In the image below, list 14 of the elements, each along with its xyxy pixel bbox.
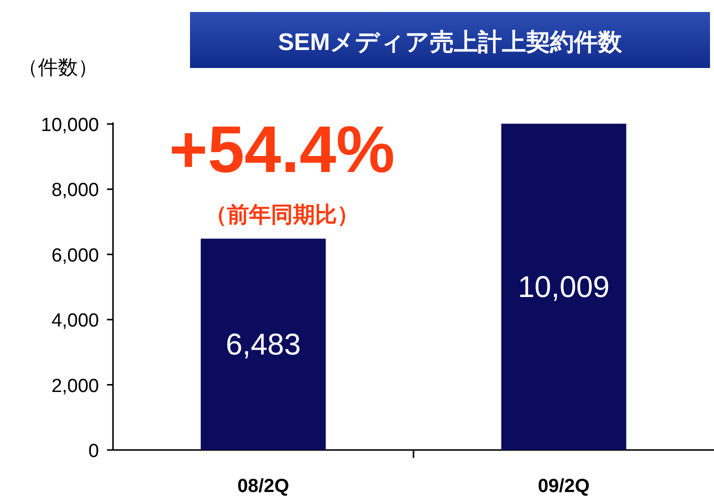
annotation: +54.4% [169,112,395,186]
y-axis-title: （件数） [18,57,98,79]
y-tick-label: 8,000 [51,180,99,202]
y-tick-label: 6,000 [51,245,99,266]
y-tick-label: 2,000 [51,376,99,397]
y-tick-label: 10,000 [40,115,99,136]
data-label: 10,009 [518,270,610,304]
data-label: 6,483 [226,328,301,362]
x-tick-label: 08/2Q [237,476,290,497]
y-tick-label: 0 [88,441,99,462]
y-tick-label: 4,000 [51,310,99,332]
chart-title: SEMメディア売上計上契約件数 [278,29,623,56]
x-tick-label: 09/2Q [538,476,590,497]
annotation: （前年同期比） [205,202,359,227]
